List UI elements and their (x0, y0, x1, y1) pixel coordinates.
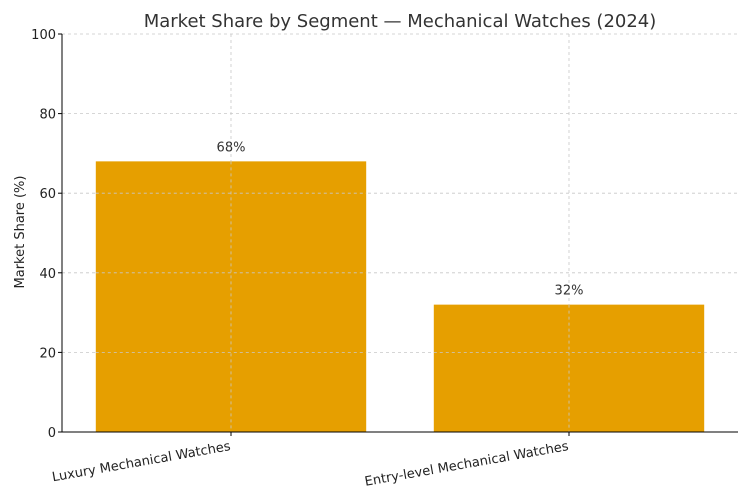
y-tick-label: 20 (39, 346, 56, 361)
axes (58, 33, 738, 436)
y-tick-label: 100 (31, 28, 56, 43)
chart-title: Market Share by Segment — Mechanical Wat… (144, 11, 657, 32)
bar-luxury (95, 161, 367, 433)
y-axis-label: Market Share (%) (13, 176, 28, 289)
y-tick-label: 60 (39, 187, 56, 202)
x-tick-label: Luxury Mechanical Watches (51, 439, 232, 485)
data-label: 32% (555, 284, 584, 299)
x-tick-label: Entry-level Mechanical Watches (364, 439, 570, 490)
y-tick-label: 0 (48, 426, 56, 441)
data-label: 68% (217, 140, 246, 155)
y-tick-label: 40 (39, 267, 56, 282)
y-tick-label: 80 (39, 108, 56, 123)
bar-entry-level (433, 304, 705, 432)
bars (95, 161, 705, 433)
